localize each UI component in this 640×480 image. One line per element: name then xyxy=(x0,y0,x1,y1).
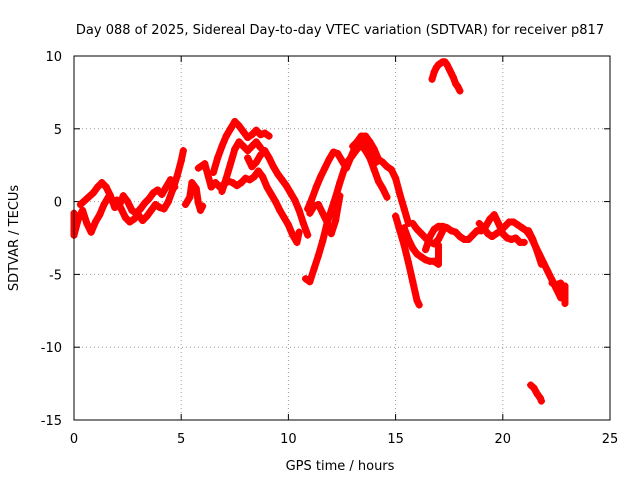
data-point xyxy=(199,202,207,210)
y-tick-label: 5 xyxy=(54,123,62,138)
x-tick-label: 25 xyxy=(602,432,619,447)
data-point xyxy=(537,397,545,405)
y-tick-label: 10 xyxy=(45,50,62,65)
y-axis-label: SDTVAR / TECUs xyxy=(7,185,22,292)
data-point xyxy=(520,238,528,246)
data-point xyxy=(456,87,464,95)
data-point xyxy=(561,291,569,299)
data-points xyxy=(70,58,569,405)
x-tick-label: 20 xyxy=(495,432,512,447)
x-tick-label: 15 xyxy=(387,432,404,447)
y-tick-label: -15 xyxy=(41,414,62,429)
y-tick-label: -10 xyxy=(41,341,62,356)
x-tick-label: 5 xyxy=(177,432,185,447)
y-tick-label: 0 xyxy=(54,196,62,211)
data-point xyxy=(265,132,273,140)
data-point xyxy=(415,301,423,309)
data-point xyxy=(537,260,545,268)
data-point xyxy=(561,300,569,308)
data-trace-segment xyxy=(332,192,344,225)
y-tick-label: -5 xyxy=(49,268,62,283)
plot-frame xyxy=(73,55,611,421)
data-point xyxy=(304,231,312,239)
x-tick-label: 10 xyxy=(280,432,297,447)
data-point xyxy=(336,192,344,200)
data-point xyxy=(171,183,179,191)
data-point xyxy=(179,147,187,155)
data-point xyxy=(295,228,303,236)
data-point xyxy=(383,193,391,201)
chart-title: Day 088 of 2025, Sidereal Day-to-day VTE… xyxy=(76,23,604,38)
x-tick-label: 0 xyxy=(70,432,78,447)
x-axis-label: GPS time / hours xyxy=(286,459,395,474)
